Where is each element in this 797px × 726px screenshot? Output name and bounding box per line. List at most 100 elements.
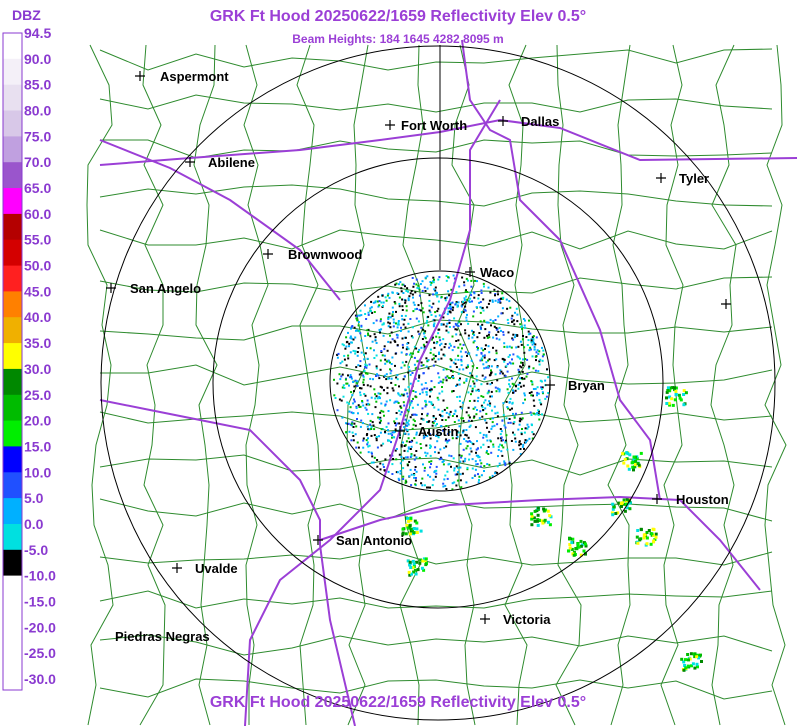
echo: [399, 413, 402, 416]
echo: [516, 334, 519, 337]
echo: [456, 473, 459, 476]
echo: [530, 517, 534, 521]
echo: [394, 449, 397, 452]
echo: [477, 396, 480, 399]
echo: [486, 439, 489, 442]
echo: [466, 466, 469, 469]
echo: [400, 445, 403, 448]
echo: [481, 374, 484, 377]
echo: [535, 519, 539, 523]
echo: [460, 486, 463, 489]
echo: [397, 392, 400, 395]
echo: [414, 468, 416, 471]
echo: [488, 358, 491, 361]
echo: [491, 425, 494, 428]
echo: [520, 343, 523, 346]
echo: [458, 285, 461, 288]
echo: [350, 341, 353, 344]
echo: [400, 351, 403, 354]
echo: [512, 383, 515, 386]
echo: [431, 336, 434, 339]
echo: [388, 322, 391, 325]
echo: [484, 348, 486, 350]
echo: [359, 391, 362, 394]
echo: [475, 448, 478, 451]
echo: [522, 443, 525, 446]
echo: [409, 352, 412, 355]
echo: [501, 312, 504, 315]
echo: [409, 516, 413, 520]
echo: [359, 425, 362, 428]
echo: [412, 562, 416, 566]
echo: [430, 338, 433, 341]
echo: [519, 448, 522, 450]
echo: [500, 312, 503, 315]
echo: [630, 461, 634, 465]
echo: [488, 400, 491, 403]
echo: [471, 300, 473, 303]
echo: [359, 451, 362, 454]
echo: [482, 395, 485, 398]
echo: [492, 417, 494, 420]
echo: [431, 358, 434, 361]
echo: [387, 315, 390, 318]
echo: [413, 474, 416, 476]
echo: [471, 376, 474, 379]
echo: [499, 433, 502, 436]
echo: [429, 311, 432, 314]
echo: [541, 521, 545, 525]
city-marker: [135, 71, 145, 81]
echo: [389, 399, 392, 402]
echo: [353, 398, 355, 401]
echo: [512, 431, 514, 434]
echo: [474, 279, 476, 282]
echo: [433, 278, 435, 281]
legend-label: -20.0: [24, 619, 56, 635]
echo: [532, 367, 535, 370]
echo: [482, 443, 485, 446]
echo: [473, 296, 476, 299]
echo: [524, 427, 527, 430]
echo: [531, 431, 534, 434]
echo: [502, 439, 504, 442]
echo: [521, 417, 524, 420]
echo: [430, 403, 433, 405]
echo: [460, 304, 463, 307]
echo: [406, 342, 409, 345]
echo: [392, 321, 395, 324]
echo: [523, 324, 526, 327]
echo: [482, 309, 485, 312]
echo: [465, 366, 468, 369]
echo: [416, 403, 419, 406]
echo: [477, 389, 480, 392]
echo: [611, 513, 615, 517]
echo: [495, 333, 498, 336]
echo: [336, 356, 339, 359]
echo: [456, 396, 459, 398]
echo: [455, 301, 458, 304]
county-line: [100, 364, 773, 386]
echo: [358, 373, 361, 376]
echo: [514, 333, 517, 336]
echo: [476, 336, 479, 339]
echo: [532, 516, 536, 520]
echo: [459, 466, 462, 469]
echo: [453, 421, 456, 423]
echo: [423, 286, 426, 289]
echo: [367, 437, 369, 440]
echo: [547, 392, 550, 394]
echo: [362, 439, 365, 442]
echo: [392, 436, 395, 439]
echo: [449, 302, 452, 305]
echo: [452, 274, 455, 277]
echo: [452, 390, 455, 392]
echo: [498, 388, 501, 391]
echo: [538, 418, 541, 421]
echo: [366, 372, 369, 375]
city-marker: [465, 267, 475, 277]
echo: [483, 354, 486, 357]
echo: [534, 369, 537, 372]
echo: [417, 350, 420, 353]
echo: [479, 311, 482, 314]
echo: [421, 484, 424, 487]
